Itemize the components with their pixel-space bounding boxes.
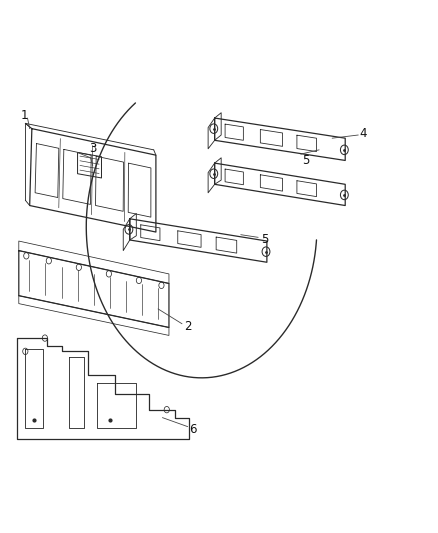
Text: 6: 6 — [189, 423, 197, 437]
Text: 3: 3 — [89, 142, 96, 155]
Text: 1: 1 — [20, 109, 28, 122]
Text: 4: 4 — [360, 127, 367, 140]
Text: 5: 5 — [261, 233, 268, 246]
Text: 5: 5 — [302, 154, 310, 167]
Text: 2: 2 — [184, 320, 191, 334]
